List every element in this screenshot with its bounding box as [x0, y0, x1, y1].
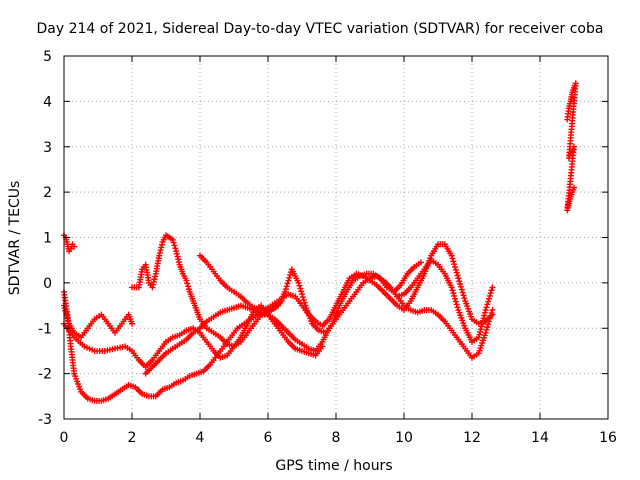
data-point: [296, 282, 303, 289]
y-tick-label: 2: [43, 185, 52, 201]
data-point: [185, 286, 192, 293]
grid: [64, 56, 608, 419]
x-tick-label: 0: [60, 430, 69, 446]
data-point: [457, 281, 464, 288]
data-point: [457, 283, 464, 290]
data-point: [450, 258, 457, 265]
data-point: [418, 259, 424, 266]
x-tick-label: 4: [196, 430, 205, 446]
data-point: [454, 272, 461, 279]
data-point: [448, 284, 455, 291]
y-tick-label: 4: [43, 94, 52, 110]
data-point: [129, 320, 135, 327]
chart-title: Day 214 of 2021, Sidereal Day-to-day VTE…: [37, 21, 604, 37]
data-point: [485, 298, 492, 305]
data-point: [482, 307, 489, 314]
x-tick-label: 2: [128, 430, 137, 446]
data-series: [197, 241, 496, 329]
y-tick-label: 5: [43, 49, 52, 65]
data-series: [61, 302, 135, 341]
x-tick-labels: 0 2 4 6 8 10 12 14 16: [60, 430, 617, 446]
data-point: [449, 287, 456, 294]
data-point: [488, 287, 495, 294]
y-tick-label: -2: [38, 367, 52, 383]
data-point: [451, 292, 458, 299]
data-series: [387, 257, 496, 345]
data-point: [454, 304, 461, 311]
data-point: [455, 275, 462, 282]
y-tick-labels: -3 -2 -1 0 1 2 3 4 5: [38, 49, 52, 428]
data-point: [185, 283, 192, 290]
data-point: [461, 295, 468, 302]
x-tick-label: 10: [395, 430, 413, 446]
data-point: [169, 236, 176, 243]
data-point: [451, 261, 458, 268]
data-point: [459, 289, 466, 296]
y-tick-label: 1: [43, 231, 52, 247]
data-point: [297, 285, 304, 292]
data-point: [71, 243, 78, 250]
data-point: [450, 290, 457, 297]
x-tick-label: 6: [264, 430, 273, 446]
data-point: [452, 263, 458, 270]
axis-ticks: [63, 55, 609, 420]
data-point: [571, 184, 577, 191]
data-point: [172, 245, 179, 252]
data-point: [483, 304, 490, 311]
data-series: [129, 232, 285, 350]
data-point: [456, 278, 463, 285]
data-point: [452, 295, 458, 302]
data-point: [284, 280, 291, 287]
data-point: [300, 296, 307, 303]
data-point: [287, 271, 294, 278]
data-point: [484, 301, 491, 308]
data-point: [285, 277, 292, 284]
data-series: [61, 302, 326, 370]
data-point: [486, 292, 493, 299]
data-point: [299, 294, 306, 301]
data-point: [295, 279, 302, 286]
y-tick-label: 0: [43, 276, 52, 292]
data-point: [449, 255, 456, 262]
x-tick-label: 14: [531, 430, 549, 446]
data-point: [282, 288, 288, 295]
data-point: [282, 286, 289, 293]
x-axis-label: GPS time / hours: [275, 458, 392, 474]
data-point: [171, 242, 178, 249]
data-point: [283, 283, 290, 290]
y-tick-label: -3: [38, 412, 52, 428]
data-point: [452, 266, 459, 273]
data-point: [487, 290, 494, 297]
data-series: [564, 80, 579, 214]
data-point: [299, 291, 305, 298]
data-series: [61, 232, 78, 255]
x-tick-label: 12: [463, 430, 481, 446]
data-point: [298, 288, 305, 295]
data-point: [183, 277, 190, 284]
data-point: [453, 269, 460, 276]
data-point: [458, 286, 465, 293]
data-point: [170, 239, 177, 246]
data-point: [453, 301, 460, 308]
data-point: [489, 311, 496, 318]
data-point: [482, 329, 489, 336]
x-tick-label: 16: [599, 430, 617, 446]
y-tick-label: -1: [38, 321, 52, 337]
data-point: [484, 324, 491, 331]
data-point: [489, 284, 496, 291]
data-marks: [61, 80, 579, 404]
data-point: [448, 252, 455, 259]
data-point: [452, 298, 459, 305]
data-point: [184, 280, 191, 287]
data-point: [286, 274, 293, 281]
data-point: [483, 326, 490, 333]
data-point: [460, 292, 467, 299]
y-tick-label: 3: [43, 140, 52, 156]
y-axis-label: SDTVAR / TECUs: [7, 181, 23, 296]
data-point: [486, 295, 492, 302]
x-tick-label: 8: [332, 430, 341, 446]
